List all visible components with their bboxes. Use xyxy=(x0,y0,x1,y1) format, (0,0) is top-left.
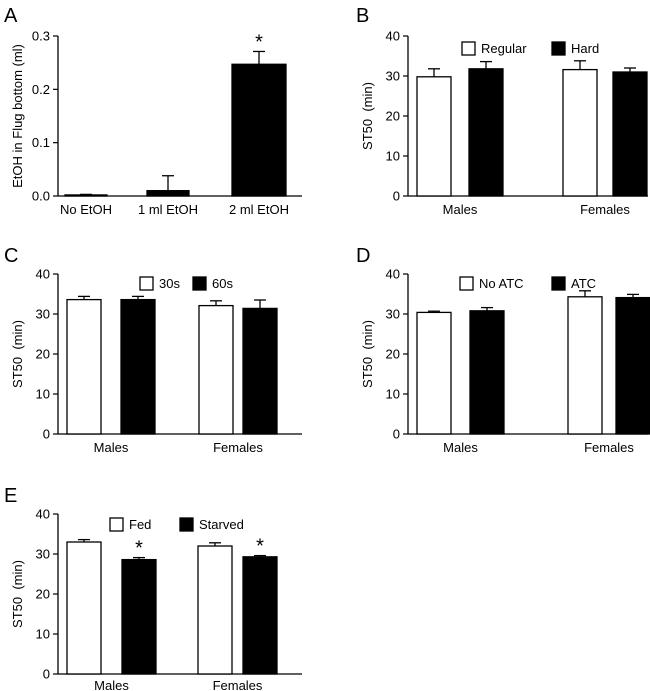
y-tick-label: 0.3 xyxy=(32,29,50,44)
bar-30s-males xyxy=(66,298,102,435)
legend-label: 30s xyxy=(159,276,180,291)
y-tick-label: 20 xyxy=(36,347,50,362)
bar-value-1-ml-etoh xyxy=(146,190,190,197)
panel-e: E 0 10 20 30 40 ST50 (min) * * Males Females Fed Sta… xyxy=(4,485,302,691)
significance-star: * xyxy=(256,536,264,558)
y-tick-label: 0 xyxy=(393,189,400,204)
category-label: No EtOH xyxy=(60,202,112,217)
legend-swatch-no-atc xyxy=(459,276,474,291)
panel-label: B xyxy=(356,5,369,27)
bar-regular-males xyxy=(416,76,452,197)
y-tick-label: 40 xyxy=(36,267,50,282)
y-axis-label: ST50 (min) xyxy=(360,320,375,388)
legend-label: Starved xyxy=(199,517,244,532)
bar-hard-males xyxy=(468,68,504,197)
legend-label: Regular xyxy=(481,41,527,56)
y-tick-label: 10 xyxy=(386,149,400,164)
bar-atc-females xyxy=(615,296,650,435)
significance-star: * xyxy=(135,538,143,560)
panel-label: E xyxy=(4,485,17,507)
category-label: 2 ml EtOH xyxy=(229,202,289,217)
panel-d: D 0 10 20 30 40 ST50 (min) Males Females No ATC AT… xyxy=(356,245,650,455)
bar-value-no-etoh xyxy=(64,194,108,197)
bar-no-atc-males xyxy=(416,311,452,435)
bar-no-atc-females xyxy=(567,296,603,435)
bar-starved-males xyxy=(121,558,157,675)
y-tick-label: 10 xyxy=(36,387,50,402)
category-label: Males xyxy=(443,202,478,217)
bar-60s-males xyxy=(120,298,156,435)
y-tick-label: 40 xyxy=(386,267,400,282)
bar-30s-females xyxy=(198,304,234,435)
legend-label: No ATC xyxy=(479,276,524,291)
bar-fed-males xyxy=(66,541,102,675)
category-label: Males xyxy=(443,440,478,455)
category-label: Males xyxy=(94,440,129,455)
category-label: 1 ml EtOH xyxy=(138,202,198,217)
legend-label: Hard xyxy=(571,41,599,56)
y-axis-label: ST50 (min) xyxy=(360,82,375,150)
y-axis-label: ST50 (min) xyxy=(10,320,25,388)
y-tick-label: 30 xyxy=(36,547,50,562)
legend-swatch-starved xyxy=(179,517,194,532)
bar-fed-females xyxy=(197,545,233,675)
bar-hard-females xyxy=(612,71,648,197)
y-tick-label: 30 xyxy=(36,307,50,322)
panel-label: D xyxy=(356,245,370,267)
panel-c: C 0 10 20 30 40 ST50 (min) Males Females 30s 60s xyxy=(4,245,302,455)
category-label: Females xyxy=(213,678,263,691)
y-tick-label: 10 xyxy=(386,387,400,402)
y-tick-label: 0.2 xyxy=(32,82,50,97)
y-axis-label: ST50 (min) xyxy=(10,560,25,628)
category-label: Males xyxy=(94,678,129,691)
legend-label: 60s xyxy=(212,276,233,291)
category-label: Females xyxy=(584,440,634,455)
panel-label: A xyxy=(4,5,18,27)
category-label: Females xyxy=(213,440,263,455)
y-tick-label: 0.1 xyxy=(32,135,50,150)
legend-label: ATC xyxy=(571,276,596,291)
y-tick-label: 20 xyxy=(386,109,400,124)
y-tick-label: 20 xyxy=(386,347,400,362)
legend-swatch-60s xyxy=(192,276,207,291)
y-tick-label: 40 xyxy=(386,29,400,44)
bar-value-2-ml-etoh xyxy=(231,63,287,197)
y-tick-label: 0 xyxy=(43,427,50,442)
legend-swatch-atc xyxy=(551,276,566,291)
panel-label: C xyxy=(4,245,18,267)
legend-swatch-fed xyxy=(109,517,124,532)
bar-starved-females xyxy=(242,556,278,675)
y-tick-label: 20 xyxy=(36,587,50,602)
bar-60s-females xyxy=(242,307,278,435)
legend-label: Fed xyxy=(129,517,151,532)
bar-atc-males xyxy=(469,310,505,435)
category-label: Females xyxy=(580,202,630,217)
panel-b: B 0 10 20 30 40 ST50 (min) Males Females Regular H… xyxy=(356,5,648,217)
y-tick-label: 40 xyxy=(36,507,50,522)
panel-a: A 0.0 0.1 0.2 0.3 EtOH in Flug bottom (ml) * No… xyxy=(4,5,302,217)
legend-swatch-regular xyxy=(461,41,476,56)
significance-star: * xyxy=(255,31,263,53)
y-tick-label: 0 xyxy=(43,667,50,682)
y-tick-label: 10 xyxy=(36,627,50,642)
bar-regular-females xyxy=(562,68,598,197)
y-tick-label: 30 xyxy=(386,307,400,322)
legend-swatch-30s xyxy=(139,276,154,291)
legend-swatch-hard xyxy=(551,41,566,56)
y-tick-label: 0.0 xyxy=(32,189,50,204)
y-axis-label: EtOH in Flug bottom (ml) xyxy=(10,44,25,188)
y-tick-label: 0 xyxy=(393,427,400,442)
y-tick-label: 30 xyxy=(386,69,400,84)
